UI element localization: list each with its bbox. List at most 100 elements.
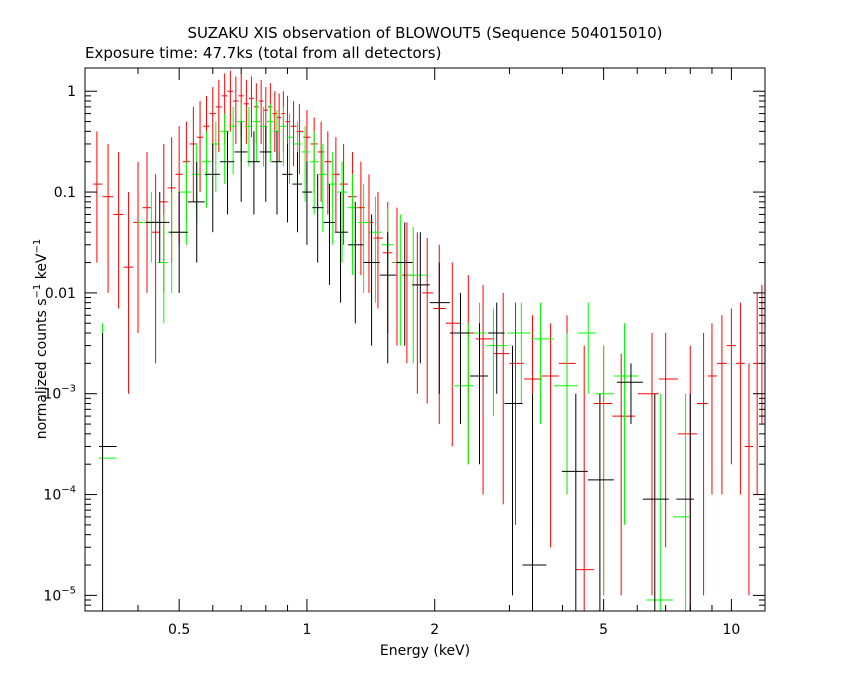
y-axis-label-mid: keV xyxy=(34,253,50,284)
data-point xyxy=(248,76,254,138)
data-point xyxy=(187,161,205,263)
y-axis-label-main: normalized counts s xyxy=(34,298,50,439)
data-point xyxy=(317,121,325,202)
data-layer xyxy=(93,70,765,611)
y-tick-label: 10−5 xyxy=(43,585,76,604)
data-point xyxy=(220,131,235,215)
data-point xyxy=(227,70,234,132)
data-point xyxy=(157,214,168,324)
data-point xyxy=(707,323,717,495)
data-point xyxy=(475,284,494,495)
data-point xyxy=(201,131,212,208)
data-point xyxy=(318,143,328,233)
data-point xyxy=(247,131,260,215)
x-axis: 0.5 1 2 5 10 xyxy=(84,68,740,638)
plot-area xyxy=(93,70,765,611)
data-point xyxy=(323,184,336,285)
y-tick-label: 10−3 xyxy=(43,384,76,403)
data-point xyxy=(272,91,277,152)
series-group xyxy=(98,121,694,611)
data-point xyxy=(245,106,253,167)
data-point xyxy=(561,393,588,611)
y-tick-label: 0.01 xyxy=(45,286,76,302)
data-point xyxy=(553,333,578,495)
data-point xyxy=(312,174,324,263)
data-point xyxy=(616,363,643,425)
y-axis-label: normalized counts s−1 keV−1 xyxy=(32,239,50,440)
data-point xyxy=(133,161,143,334)
data-point xyxy=(259,126,272,202)
data-point xyxy=(744,363,754,596)
data-point xyxy=(286,113,294,185)
data-point xyxy=(406,227,428,364)
data-point xyxy=(488,302,505,394)
data-point xyxy=(646,393,673,611)
plot-frame xyxy=(84,67,766,612)
data-point xyxy=(337,161,348,263)
data-point xyxy=(522,393,547,611)
data-point xyxy=(358,184,370,293)
data-point xyxy=(252,101,260,162)
data-point xyxy=(672,393,690,611)
x-tick-label: 2 xyxy=(430,622,439,638)
data-point xyxy=(102,143,114,293)
data-point xyxy=(258,79,264,144)
x-tick-label: 0.5 xyxy=(168,622,190,638)
data-point xyxy=(396,222,413,346)
data-point xyxy=(123,192,134,394)
data-point xyxy=(401,222,413,364)
data-point xyxy=(422,238,434,404)
data-point xyxy=(324,131,332,215)
data-point xyxy=(449,292,470,425)
data-point xyxy=(93,131,103,263)
data-point xyxy=(204,143,221,233)
y-axis-label-exp1: −1 xyxy=(32,284,43,299)
data-point xyxy=(412,232,430,364)
data-point xyxy=(347,201,364,324)
data-point xyxy=(292,151,303,233)
data-point xyxy=(735,302,745,495)
series-group xyxy=(93,70,765,611)
data-point xyxy=(113,151,124,309)
data-point xyxy=(347,174,359,276)
data-point xyxy=(196,101,204,193)
data-point xyxy=(339,143,349,245)
data-point xyxy=(595,345,615,596)
data-point xyxy=(243,79,249,144)
data-point xyxy=(530,302,554,425)
x-axis-label: Energy (keV) xyxy=(380,643,470,659)
x-tick-label: 5 xyxy=(599,622,608,638)
y-axis: 1 0.1 0.01 10−3 10−4 10−5 xyxy=(43,84,765,612)
data-point xyxy=(373,192,383,309)
data-point xyxy=(189,106,197,202)
data-point xyxy=(215,79,222,152)
data-point xyxy=(612,353,636,596)
data-point xyxy=(493,292,510,505)
data-point xyxy=(445,262,461,447)
data-point xyxy=(614,323,639,525)
data-point xyxy=(541,323,559,548)
data-point xyxy=(233,76,239,144)
data-point xyxy=(234,121,248,202)
data-point xyxy=(507,302,531,404)
data-point xyxy=(575,345,594,611)
data-point xyxy=(429,262,450,394)
data-point xyxy=(363,214,380,346)
y-tick-label: 0.1 xyxy=(54,185,76,201)
data-point xyxy=(379,232,397,364)
series-group xyxy=(98,101,690,611)
data-point xyxy=(309,131,319,215)
data-point xyxy=(716,315,727,495)
data-point xyxy=(335,192,348,303)
y-tick-label: 1 xyxy=(67,84,76,100)
x-tick-label: 10 xyxy=(722,622,740,638)
data-point xyxy=(167,192,180,293)
data-point xyxy=(676,393,694,611)
data-point xyxy=(469,323,489,465)
data-point xyxy=(726,308,736,465)
data-point xyxy=(282,143,293,223)
data-point xyxy=(98,323,117,611)
data-point xyxy=(169,192,188,293)
data-point xyxy=(266,103,274,162)
